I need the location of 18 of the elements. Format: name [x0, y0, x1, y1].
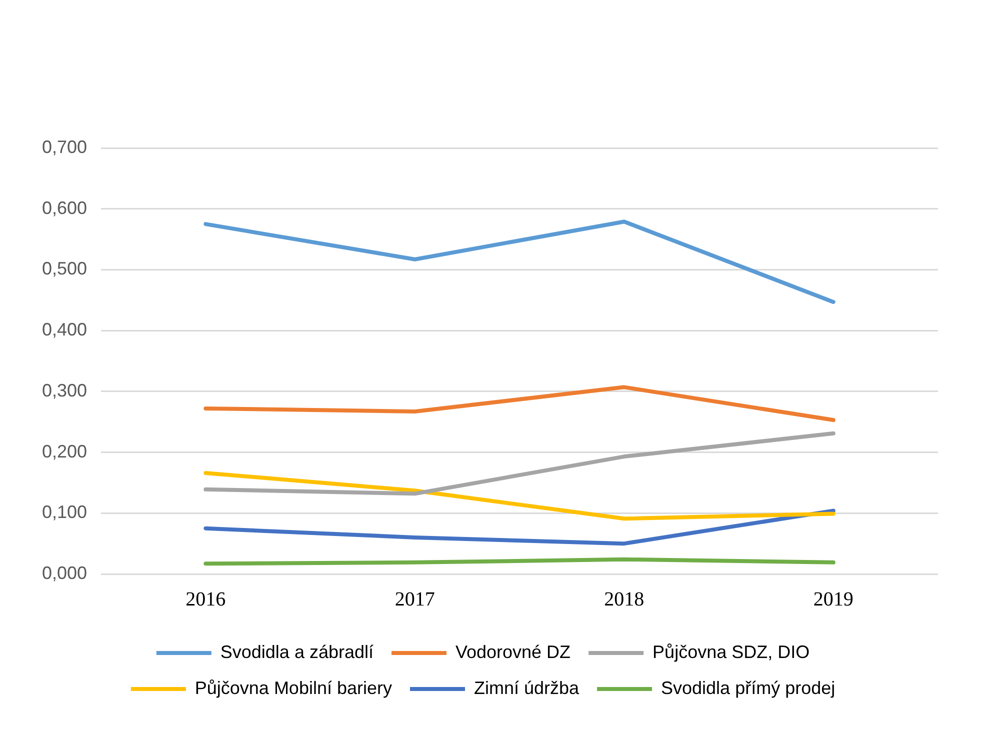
legend-label: Zimní údržba	[474, 678, 580, 698]
x-tick-label: 2018	[604, 588, 644, 610]
y-tick-label: 0,400	[42, 320, 88, 340]
legend-label: Svodidla přímý prodej	[661, 678, 836, 698]
y-tick-label: 0,700	[42, 136, 88, 157]
legend-label: Svodidla a zábradlí	[220, 642, 374, 662]
y-tick-label: 0,300	[42, 380, 88, 400]
x-tick-label: 2016	[186, 588, 226, 610]
y-tick-label: 0,200	[42, 441, 88, 462]
legend-label: Půjčovna Mobilní bariery	[194, 678, 392, 698]
legend-label: Půjčovna SDZ, DIO	[652, 642, 810, 662]
x-tick-label: 2017	[394, 588, 435, 610]
y-tick-label: 0,100	[42, 502, 88, 522]
y-tick-label: 0,500	[42, 258, 88, 279]
y-tick-label: 0,600	[42, 198, 88, 218]
y-tick-label: 0,000	[42, 562, 88, 583]
x-tick-label: 2019	[813, 588, 854, 610]
legend-label: Vodorovné DZ	[455, 642, 571, 662]
